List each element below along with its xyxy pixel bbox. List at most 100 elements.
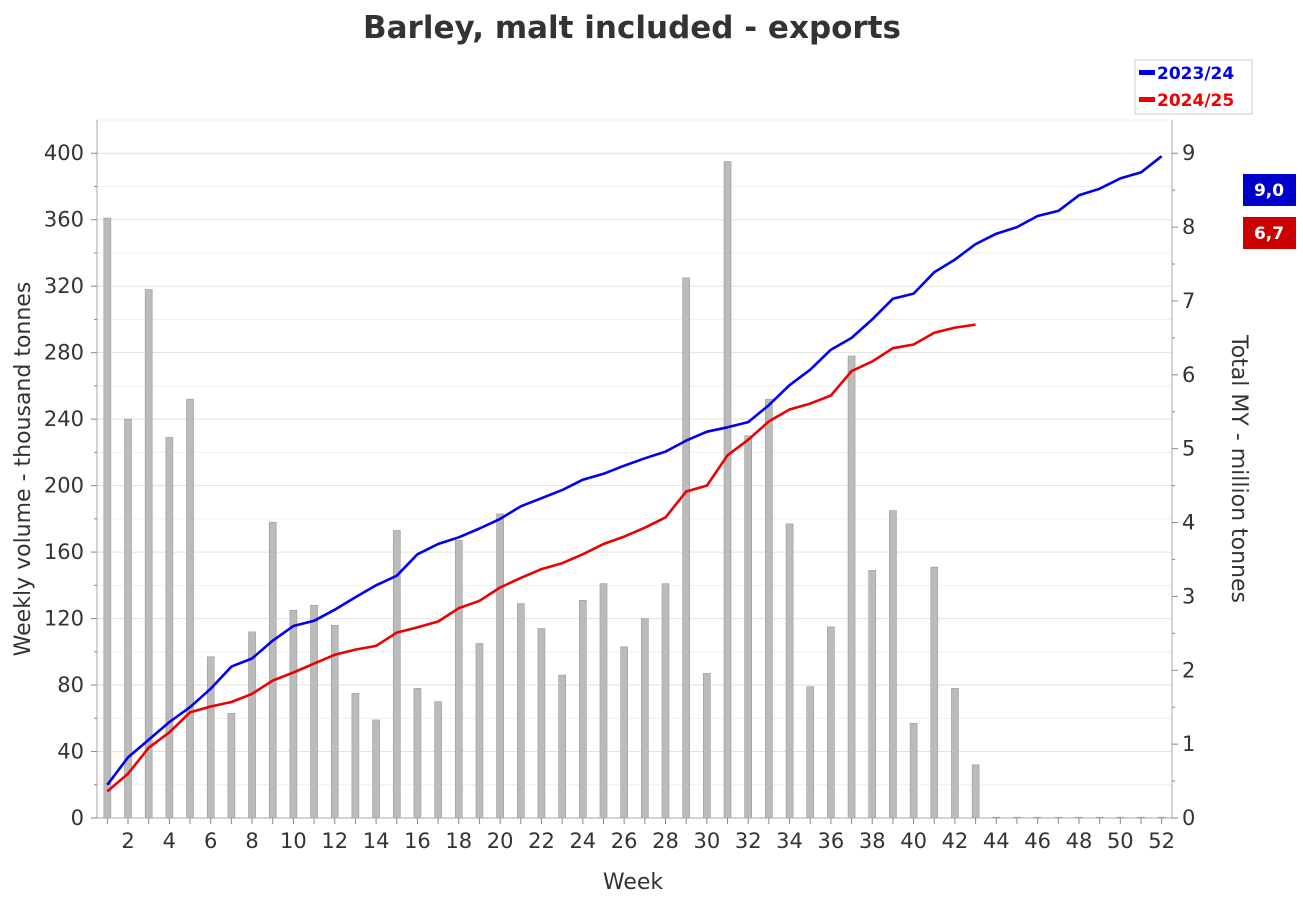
bar [889, 510, 897, 819]
x-tick-label: 24 [569, 829, 596, 853]
x-tick-label: 44 [983, 829, 1010, 853]
grid-lines [97, 119, 1172, 819]
y-axis-label: Weekly volume - thousand tonnes [11, 282, 36, 657]
bar [558, 674, 566, 819]
x-tick-label: 26 [611, 829, 638, 853]
x-tick-label: 12 [321, 829, 348, 853]
bar [785, 523, 794, 819]
legend-label-2024-25: 2024/25 [1157, 91, 1234, 111]
badge-2023-24 [1243, 174, 1296, 206]
bar [351, 693, 360, 819]
weekly-bars [103, 161, 1166, 819]
value-badges: 9,0 6,7 [1243, 174, 1296, 249]
x-tick-label: 32 [735, 829, 762, 853]
y2-tick-label: 6 [1182, 363, 1195, 387]
chart-title: Barley, malt included - exports [363, 10, 901, 46]
x-tick-label: 22 [528, 829, 555, 853]
x-tick-label: 18 [445, 829, 472, 853]
y-tick-label: 400 [44, 141, 84, 165]
x-tick-label: 36 [818, 829, 845, 853]
series-line-2024-25 [106, 323, 976, 793]
x-tick-label: 16 [404, 829, 431, 853]
x-tick-label: 6 [204, 829, 217, 853]
y-axis-ticks: 0 40 80 120 160 200 240 280 320 360 400 [44, 141, 97, 830]
bar [227, 712, 236, 819]
y2-tick-label: 7 [1182, 289, 1195, 313]
bar [454, 540, 463, 819]
bar [930, 566, 939, 819]
y-tick-label: 40 [57, 740, 84, 764]
x-tick-label: 50 [1107, 829, 1134, 853]
legend-box [1134, 59, 1253, 115]
series-line-2023-24 [106, 155, 1163, 786]
x-tick-label: 48 [1066, 829, 1093, 853]
y2-tick-label: 2 [1182, 658, 1195, 682]
y-tick-label: 320 [44, 274, 84, 298]
legend-swatch-2023-24 [1139, 70, 1155, 75]
bar [289, 609, 298, 819]
bar [765, 398, 773, 819]
bar [847, 355, 856, 819]
bar [579, 599, 587, 819]
bar [951, 688, 959, 819]
x-axis-label: Week [603, 870, 664, 895]
x-tick-label: 20 [487, 829, 514, 853]
y-tick-label: 240 [44, 407, 84, 431]
y2-tick-label: 5 [1182, 437, 1195, 461]
bar [537, 628, 546, 819]
y-tick-label: 200 [44, 474, 84, 498]
x-tick-label: 30 [693, 829, 720, 853]
badge-2024-25 [1243, 217, 1296, 249]
x-tick-label: 52 [1148, 829, 1175, 853]
y-tick-label: 80 [57, 673, 84, 697]
y-tick-label: 120 [44, 607, 84, 631]
bar [806, 686, 815, 819]
bar [971, 764, 980, 819]
badge-2023-24-text: 9,0 [1254, 181, 1284, 201]
y2-axis-label: Total MY - million tonnes [1226, 334, 1251, 603]
y-tick-label: 360 [44, 208, 84, 232]
x-tick-label: 28 [652, 829, 679, 853]
y-tick-label: 280 [44, 341, 84, 365]
y-tick-label: 160 [44, 540, 84, 564]
x-tick-label: 4 [163, 829, 176, 853]
bar [723, 161, 732, 819]
legend-label-2023-24: 2023/24 [1157, 64, 1234, 84]
cumulative-lines [106, 155, 1163, 793]
y2-tick-label: 3 [1182, 584, 1195, 608]
bar [434, 701, 442, 819]
badge-2024-25-text: 6,7 [1254, 224, 1284, 244]
bar [827, 626, 835, 819]
y2-tick-label: 9 [1182, 141, 1195, 165]
bar [703, 673, 711, 819]
x-tick-label: 34 [776, 829, 803, 853]
bar [868, 570, 877, 819]
bar [744, 435, 753, 819]
legend: 2023/24 2024/25 [1134, 59, 1253, 115]
y2-tick-label: 8 [1182, 215, 1195, 239]
bar [372, 719, 380, 819]
bar [413, 688, 422, 819]
bar [206, 656, 215, 819]
x-tick-label: 8 [245, 829, 258, 853]
x-tick-label: 46 [1024, 829, 1051, 853]
bar [620, 646, 628, 819]
x-tick-label: 14 [363, 829, 390, 853]
x-tick-label: 2 [121, 829, 134, 853]
bar [516, 603, 525, 819]
bar [909, 722, 918, 819]
bar [310, 604, 318, 819]
x-axis-ticks: 2 4 6 8 10 12 14 16 18 20 22 24 26 28 30 32 34 36 38 40 42 44… [106, 818, 1175, 853]
bar [496, 513, 504, 819]
bar [103, 217, 112, 819]
y2-axis-ticks: 0 1 2 3 4 5 6 7 8 9 [1172, 141, 1195, 830]
bar [661, 583, 670, 819]
y2-tick-label: 1 [1182, 732, 1195, 756]
bar [641, 618, 649, 819]
bar [599, 583, 608, 819]
bar [165, 437, 174, 819]
bar [186, 398, 194, 819]
y2-tick-label: 4 [1182, 511, 1195, 535]
bar [475, 643, 484, 819]
